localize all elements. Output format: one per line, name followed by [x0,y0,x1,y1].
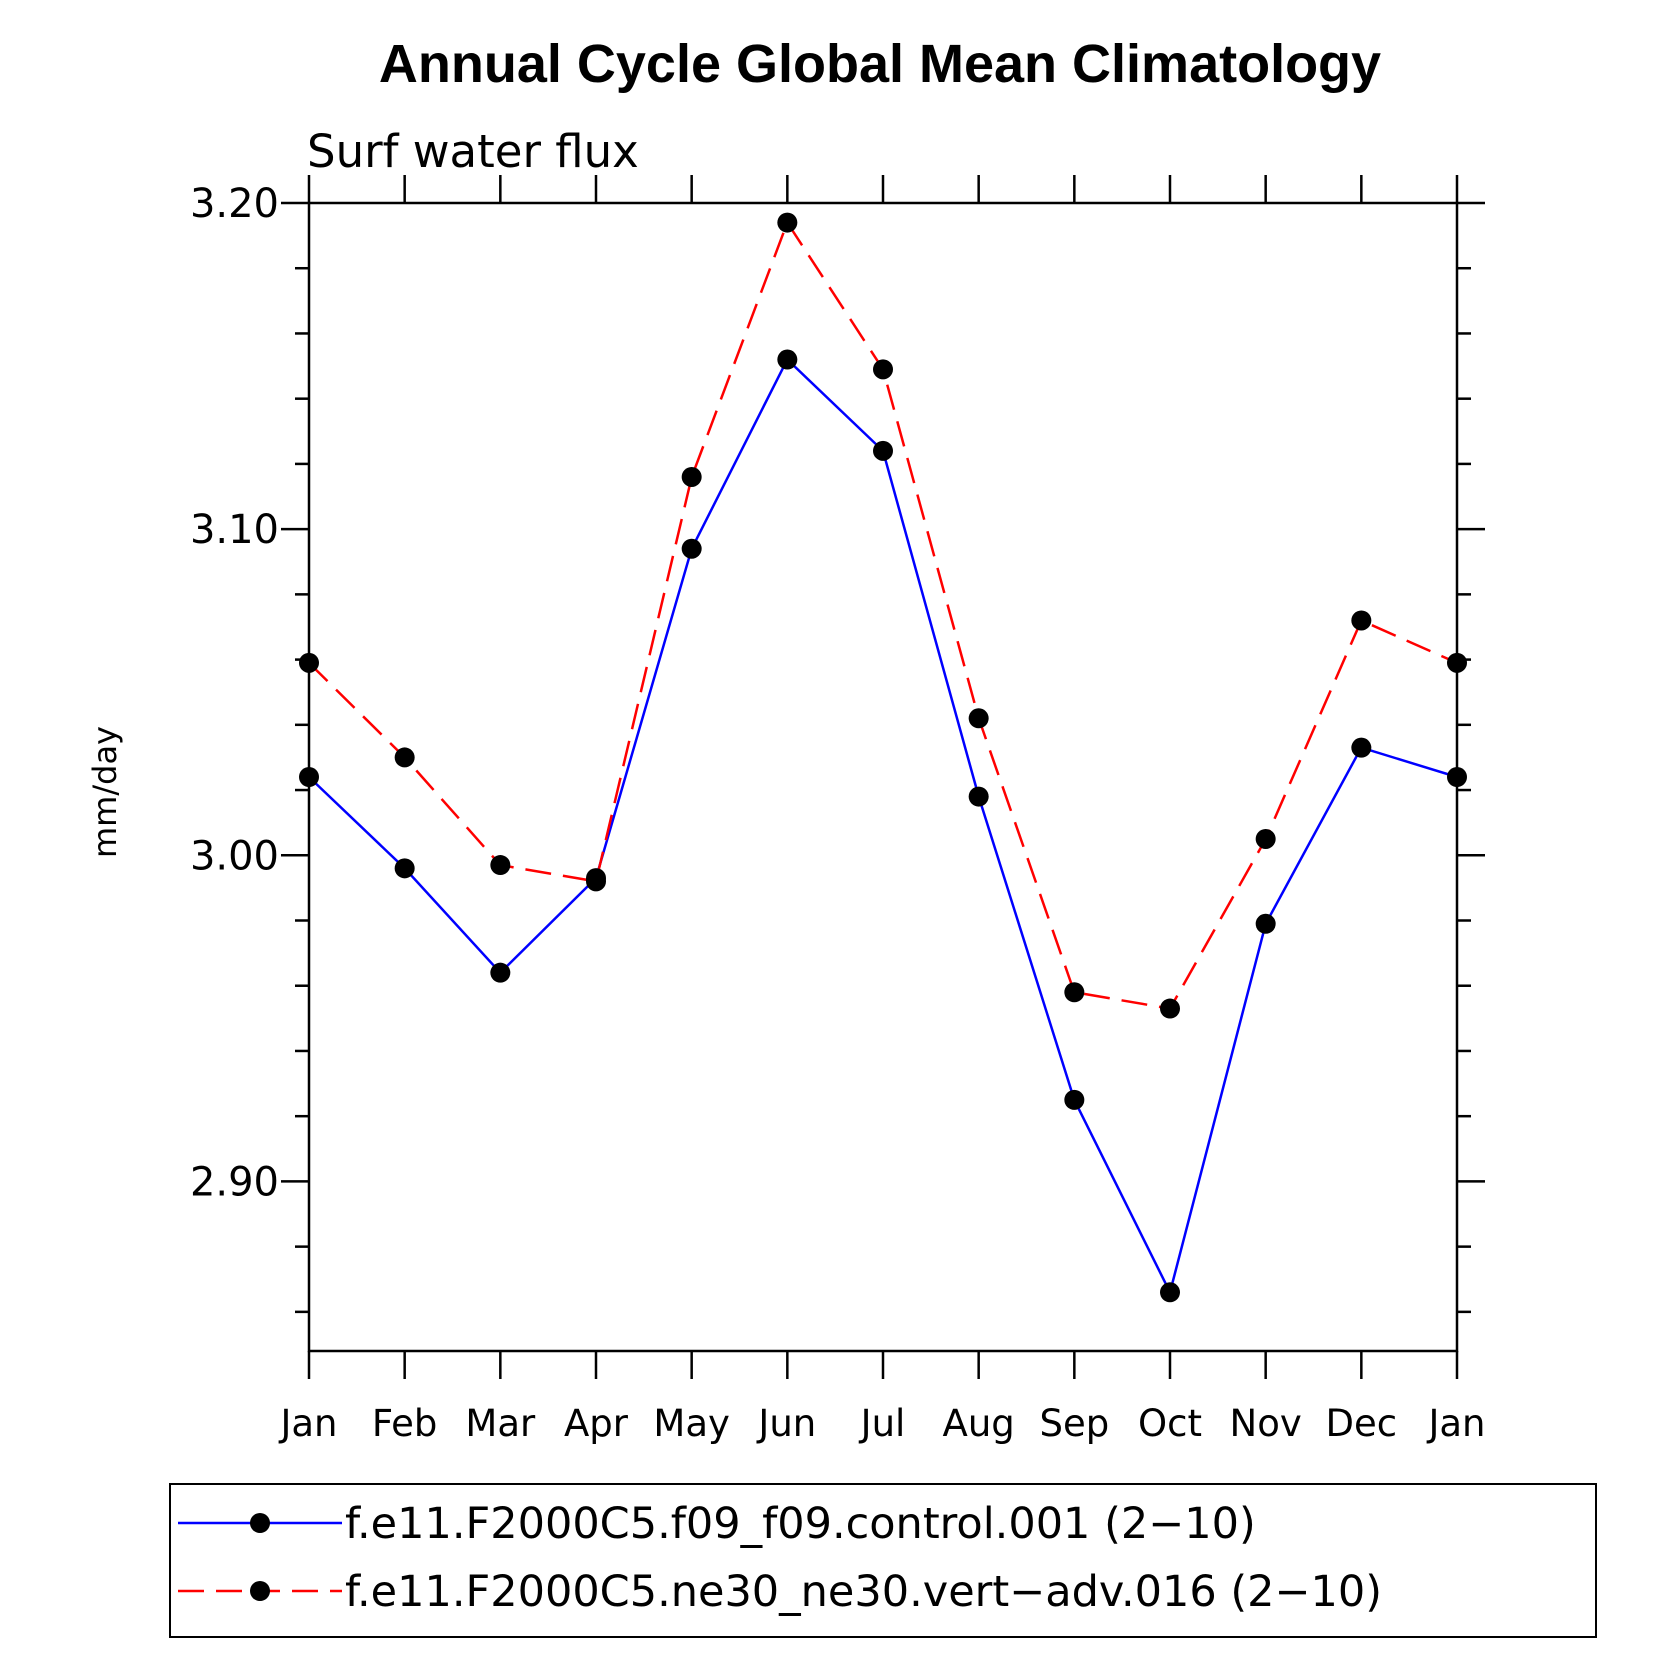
y-tick-label: 2.90 [190,1159,279,1205]
axis-ticks [281,175,1485,1379]
x-tick-label: Feb [372,1402,438,1445]
series-2-point [873,359,893,380]
x-tick-label: Mar [465,1402,536,1445]
series-2-point [1064,982,1085,1003]
x-tick-label: Jan [1426,1402,1485,1445]
series-2-point [1351,610,1372,631]
series-2-point [586,871,606,892]
legend-label-1: f.e11.F2000C5.f09_f09.control.001 (2−10) [345,1499,1256,1549]
x-tick-label: May [653,1402,730,1445]
series-line-1 [308,357,1458,1296]
y-tick-label: 3.20 [190,181,279,227]
series-2-point [490,855,511,876]
series-1-point [299,767,319,787]
chart-subtitle: Surf water flux [307,125,639,178]
series-2-point [1447,652,1467,673]
series-1-point [1064,1089,1085,1110]
series-2-point [681,466,702,487]
legend-marker-2 [250,1581,270,1601]
y-tick-label: 3.00 [190,833,279,879]
x-tick-label: Aug [943,1402,1015,1445]
series-1-point [1160,1282,1180,1303]
y-axis-label: mm/day [86,726,124,858]
legend: f.e11.F2000C5.f09_f09.control.001 (2−10)… [178,1499,1382,1617]
series-1-point [777,349,798,370]
series-1-point [968,786,989,807]
series-1-point [873,440,893,461]
y-tick-label: 3.10 [190,507,279,553]
x-tick-label: Jun [756,1402,816,1445]
series-2-point [1160,998,1180,1019]
x-tick-labels: Jan Feb Mar Apr May Jun Jul Aug Sep Oct Nov Dec Jan [278,1402,1485,1445]
series-1-point [394,858,415,879]
x-tick-label: Apr [564,1402,629,1445]
series-1-point [1351,737,1372,758]
series-2-point [1255,828,1276,849]
x-tick-label: Sep [1039,1402,1109,1445]
series-1-point [1255,913,1276,934]
legend-box [169,1483,1597,1638]
series-2-point [394,747,415,768]
series-2-point [299,652,319,673]
y-tick-labels: 2.90 3.00 3.10 3.20 [190,181,279,1205]
x-tick-label: Dec [1326,1402,1398,1445]
x-tick-label: Nov [1230,1402,1302,1445]
chart-title: Annual Cycle Global Mean Climatology [379,34,1381,94]
series-2-point [968,708,989,729]
series-1-point [681,538,702,559]
x-tick-label: Jul [859,1402,906,1445]
series-layer [299,212,1467,1303]
legend-marker-1 [250,1513,270,1533]
x-tick-label: Oct [1138,1402,1202,1445]
series-2-point [777,212,798,233]
series-1-point [490,962,511,983]
series-1-point [1447,767,1467,787]
x-tick-label: Jan [278,1402,337,1445]
legend-label-2: f.e11.F2000C5.ne30_ne30.vert−adv.016 (2−… [345,1567,1382,1617]
